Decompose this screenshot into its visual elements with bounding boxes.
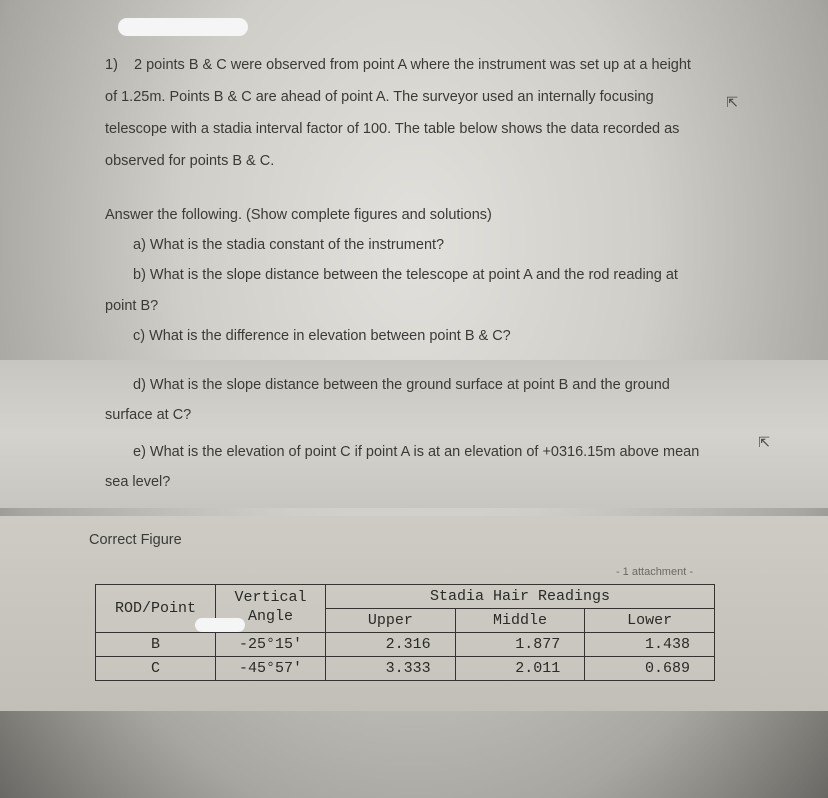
cell-point: C: [96, 656, 216, 680]
col-header-stadia: Stadia Hair Readings: [326, 584, 715, 608]
cursor-icon: ⇱: [758, 434, 770, 451]
redaction-scribble: [118, 18, 248, 36]
question-b: b) What is the slope distance between th…: [105, 260, 723, 290]
col-header-lower: Lower: [585, 608, 715, 632]
col-header-vertical-l1: Vertical: [234, 589, 306, 606]
question-line: 1) 2 points B & C were observed from poi…: [105, 50, 723, 82]
question-a: a) What is the stadia constant of the in…: [105, 230, 723, 260]
table-row: B -25°15' 2.316 1.877 1.438: [96, 632, 715, 656]
cell-upper: 2.316: [326, 632, 456, 656]
figure-region: Correct Figure - 1 attachment - ROD/Poin…: [0, 516, 828, 711]
cell-point: B: [96, 632, 216, 656]
document-page: 1) 2 points B & C were observed from poi…: [0, 0, 828, 798]
answer-section: Answer the following. (Show complete fig…: [105, 200, 723, 352]
table-row: C -45°57' 3.333 2.011 0.689: [96, 656, 715, 680]
question-e: e) What is the elevation of point C if p…: [105, 437, 723, 467]
col-header-vertical-l2: Angle: [248, 608, 293, 625]
correct-figure-label: Correct Figure: [89, 532, 723, 548]
cell-angle: -25°15': [216, 632, 326, 656]
attachment-label: - 1 attachment -: [105, 566, 693, 578]
question-d-cont: surface at C?: [105, 400, 723, 430]
question-c: c) What is the difference in elevation b…: [105, 321, 723, 351]
cell-upper: 3.333: [326, 656, 456, 680]
question-b-cont: point B?: [105, 291, 723, 321]
col-header-middle: Middle: [455, 608, 585, 632]
col-header-upper: Upper: [326, 608, 456, 632]
answer-header: Answer the following. (Show complete fig…: [105, 200, 723, 230]
cell-lower: 0.689: [585, 656, 715, 680]
cursor-icon: ⇱: [726, 94, 738, 111]
redaction-scribble: [195, 618, 245, 632]
stadia-data-table: ROD/Point Vertical Angle Stadia Hair Rea…: [95, 584, 715, 681]
mid-region: d) What is the slope distance between th…: [0, 360, 828, 508]
question-line: observed for points B & C.: [105, 146, 723, 178]
question-d: d) What is the slope distance between th…: [105, 370, 723, 400]
cell-angle: -45°57': [216, 656, 326, 680]
cell-lower: 1.438: [585, 632, 715, 656]
question-body: 1) 2 points B & C were observed from poi…: [50, 50, 778, 352]
cell-middle: 1.877: [455, 632, 585, 656]
question-line: telescope with a stadia interval factor …: [105, 114, 723, 146]
cell-middle: 2.011: [455, 656, 585, 680]
question-e-cont: sea level?: [105, 467, 723, 497]
question-line: of 1.25m. Points B & C are ahead of poin…: [105, 82, 723, 114]
